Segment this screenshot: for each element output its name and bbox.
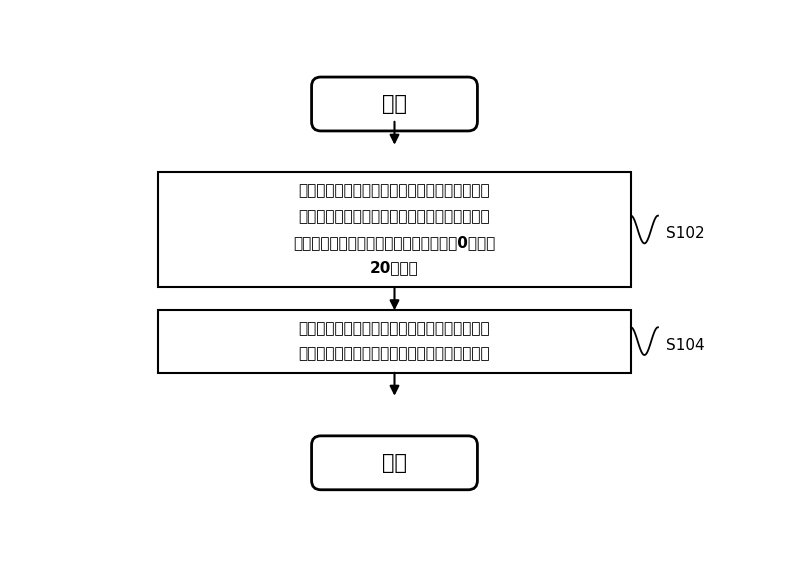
Text: 发射端根据偏移值确定预定方向的反方向上的预: 发射端根据偏移值确定预定方向的反方向上的预 [298, 321, 490, 336]
Text: 定子载波，并在预定子载波上发送同步信号序列: 定子载波，并在预定子载波上发送同步信号序列 [298, 346, 490, 361]
Text: 对于每个载频，分别确定与载频的中心频率对应: 对于每个载频，分别确定与载频的中心频率对应 [298, 184, 490, 198]
FancyBboxPatch shape [311, 77, 478, 131]
Text: S104: S104 [666, 337, 704, 353]
Text: S102: S102 [666, 226, 704, 241]
Text: 结束: 结束 [382, 453, 407, 473]
Bar [158, 310, 631, 373]
FancyBboxPatch shape [311, 436, 478, 490]
Text: 开始: 开始 [382, 94, 407, 114]
Bar [158, 172, 631, 287]
Text: 的偏移值，其中，该偏移值为大于或等于0且小于: 的偏移值，其中，该偏移值为大于或等于0且小于 [294, 235, 496, 250]
Text: 的至少一个扫频点在预定方向上相对于中心频率: 的至少一个扫频点在预定方向上相对于中心频率 [298, 209, 490, 224]
Text: 20的整数: 20的整数 [370, 260, 419, 276]
